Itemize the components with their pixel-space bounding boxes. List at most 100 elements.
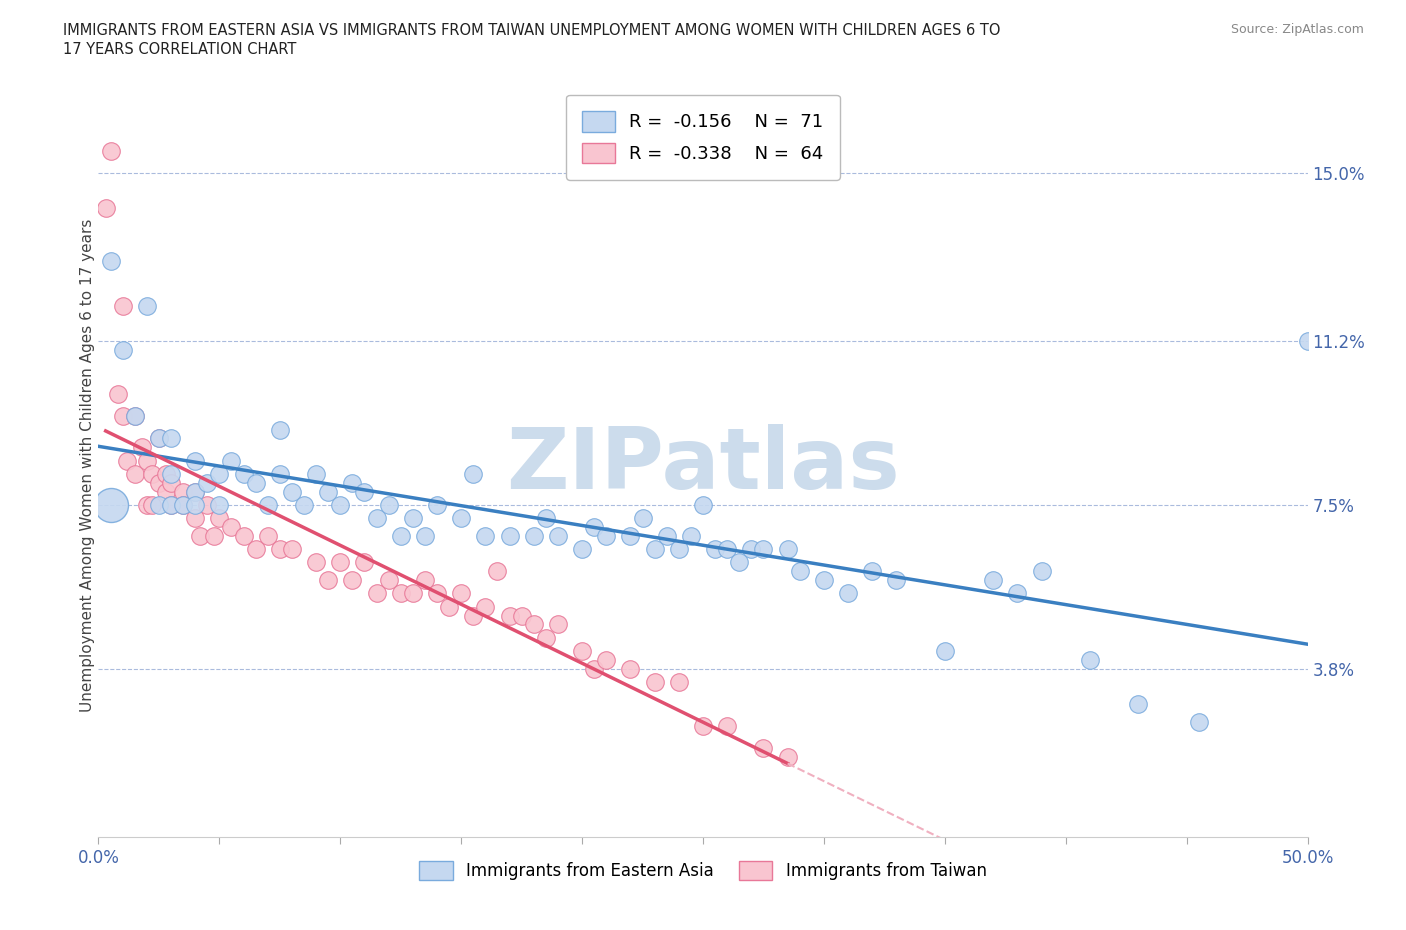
Point xyxy=(232,528,254,543)
Point xyxy=(631,511,654,525)
Point xyxy=(510,608,533,623)
Point xyxy=(329,498,352,512)
Point xyxy=(281,485,304,499)
Point xyxy=(172,498,194,512)
Point xyxy=(100,254,122,269)
Point xyxy=(789,564,811,578)
Point xyxy=(1296,334,1319,349)
Point xyxy=(619,528,641,543)
Point xyxy=(160,498,183,512)
Point xyxy=(111,409,134,424)
Point xyxy=(94,201,117,216)
Point xyxy=(426,586,449,601)
Point xyxy=(124,467,146,482)
Legend: Immigrants from Eastern Asia, Immigrants from Taiwan: Immigrants from Eastern Asia, Immigrants… xyxy=(411,852,995,888)
Point xyxy=(160,431,183,445)
Point xyxy=(377,498,399,512)
Point xyxy=(316,573,339,588)
Point xyxy=(329,555,352,570)
Point xyxy=(1007,586,1029,601)
Point xyxy=(111,299,134,313)
Point xyxy=(269,422,291,437)
Point xyxy=(353,485,375,499)
Point xyxy=(160,475,183,490)
Point xyxy=(155,485,177,499)
Point xyxy=(437,599,460,614)
Point xyxy=(463,467,485,482)
Point xyxy=(172,498,194,512)
Point xyxy=(547,528,569,543)
Point xyxy=(728,555,751,570)
Point xyxy=(716,719,738,734)
Point xyxy=(148,498,170,512)
Point xyxy=(148,431,170,445)
Point xyxy=(135,453,157,468)
Point xyxy=(117,453,139,468)
Point xyxy=(704,541,727,556)
Point xyxy=(305,467,328,482)
Point xyxy=(644,541,666,556)
Point xyxy=(208,498,231,512)
Point xyxy=(450,586,472,601)
Point xyxy=(534,511,557,525)
Point xyxy=(245,541,267,556)
Point xyxy=(389,528,412,543)
Point xyxy=(1188,714,1211,729)
Point xyxy=(886,573,908,588)
Point xyxy=(413,528,436,543)
Point xyxy=(474,528,496,543)
Point xyxy=(595,653,617,668)
Point xyxy=(571,644,593,658)
Text: Source: ZipAtlas.com: Source: ZipAtlas.com xyxy=(1230,23,1364,36)
Point xyxy=(474,599,496,614)
Point xyxy=(269,467,291,482)
Point xyxy=(692,498,714,512)
Text: ZIPatlas: ZIPatlas xyxy=(506,423,900,507)
Point xyxy=(486,564,509,578)
Point xyxy=(148,475,170,490)
Point xyxy=(692,719,714,734)
Point xyxy=(292,498,315,512)
Point xyxy=(655,528,678,543)
Point xyxy=(740,541,762,556)
Point xyxy=(1128,697,1150,711)
Point xyxy=(204,528,226,543)
Point xyxy=(534,631,557,645)
Point xyxy=(160,467,183,482)
Point xyxy=(413,573,436,588)
Point xyxy=(402,586,425,601)
Point xyxy=(860,564,883,578)
Point xyxy=(100,143,122,158)
Point xyxy=(583,661,606,676)
Point xyxy=(463,608,485,623)
Point xyxy=(776,541,799,556)
Point xyxy=(716,541,738,556)
Point xyxy=(269,541,291,556)
Point xyxy=(184,453,207,468)
Point xyxy=(232,467,254,482)
Point xyxy=(135,498,157,512)
Y-axis label: Unemployment Among Women with Children Ages 6 to 17 years: Unemployment Among Women with Children A… xyxy=(80,219,94,711)
Point xyxy=(498,528,520,543)
Point xyxy=(256,528,278,543)
Point xyxy=(402,511,425,525)
Point xyxy=(208,511,231,525)
Point xyxy=(523,528,546,543)
Point xyxy=(100,498,122,512)
Point xyxy=(377,573,399,588)
Point xyxy=(111,342,134,357)
Point xyxy=(366,586,388,601)
Point xyxy=(644,674,666,689)
Point xyxy=(172,485,194,499)
Point xyxy=(342,573,364,588)
Point xyxy=(523,617,546,631)
Point xyxy=(353,555,375,570)
Point xyxy=(107,387,129,402)
Point xyxy=(208,467,231,482)
Text: 17 YEARS CORRELATION CHART: 17 YEARS CORRELATION CHART xyxy=(63,42,297,57)
Point xyxy=(184,498,207,512)
Point xyxy=(221,520,243,535)
Point xyxy=(281,541,304,556)
Point xyxy=(776,750,799,764)
Point xyxy=(547,617,569,631)
